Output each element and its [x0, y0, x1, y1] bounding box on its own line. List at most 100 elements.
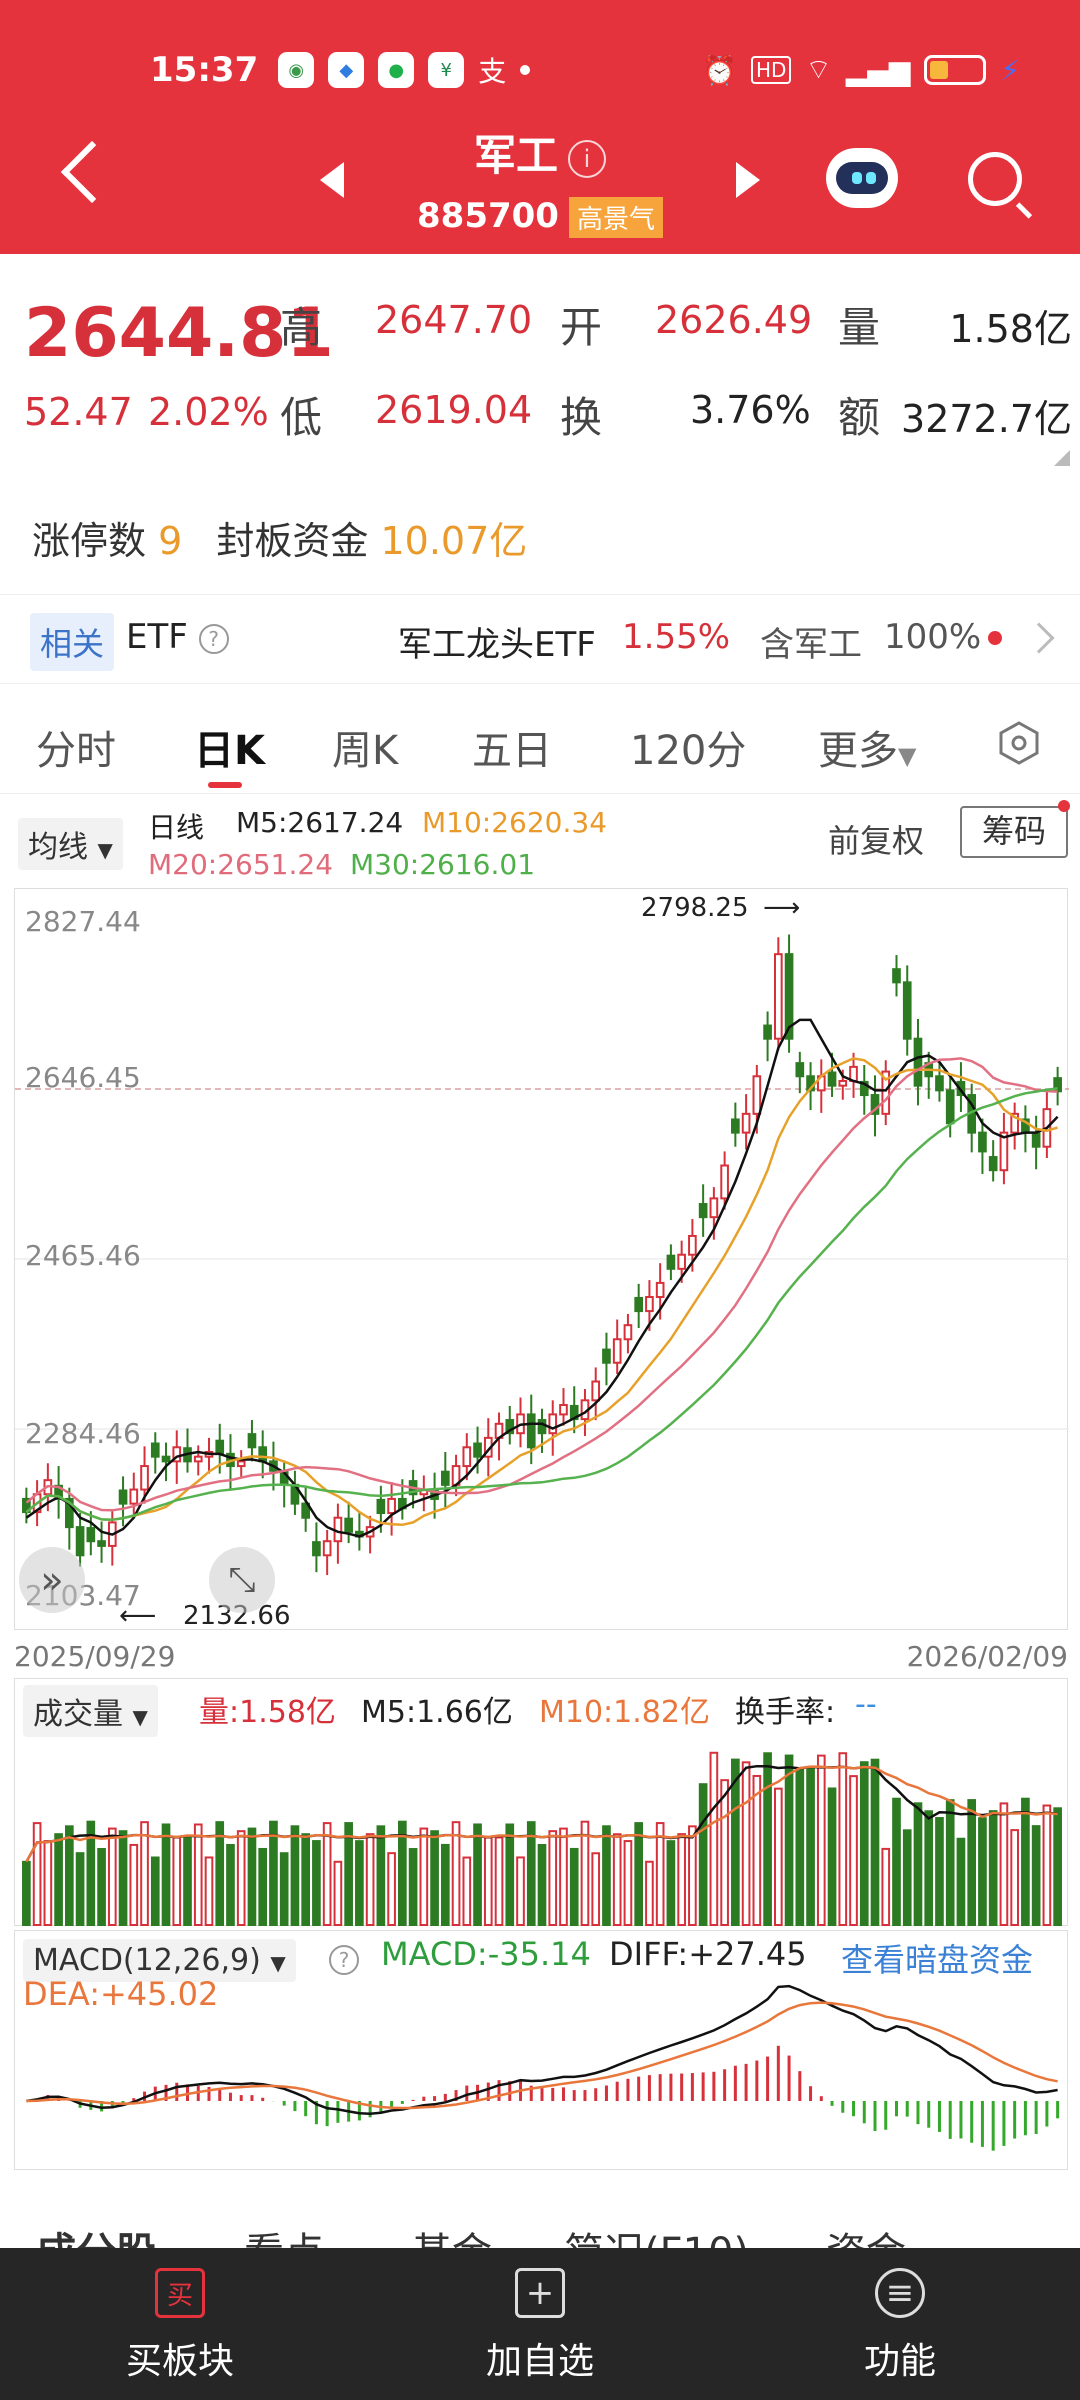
candle	[140, 1465, 149, 1491]
candle	[838, 1079, 848, 1087]
high-value: 2647.70	[375, 298, 533, 342]
candle	[634, 1296, 644, 1313]
buy-sector-button[interactable]: 买 买板块	[60, 2268, 300, 2384]
search-icon[interactable]	[968, 152, 1022, 206]
low-value: 2619.04	[375, 388, 533, 432]
question-icon[interactable]: ?	[198, 623, 229, 654]
tab-weekly-k[interactable]: 周K	[332, 728, 399, 774]
volume-bar	[75, 1852, 85, 1926]
candle	[301, 1502, 311, 1519]
price-adjust-label[interactable]: 前复权	[828, 822, 925, 860]
candle	[935, 1075, 944, 1092]
candle	[129, 1488, 139, 1505]
tab-daily-k[interactable]: 日K	[194, 728, 265, 774]
kline-chart[interactable]: 2827.44 2646.45 2465.46 2284.46 2103.47 …	[14, 888, 1069, 1631]
volume-bar	[1010, 1829, 1019, 1927]
volume-bar	[150, 1856, 160, 1926]
etf-bar[interactable]: 相关 ETF ? 军工龙头ETF 1.55% 含军工 100%	[0, 594, 1080, 684]
candle	[999, 1131, 1009, 1172]
y-tick-label: 2827.44	[25, 905, 141, 938]
volume-bar	[419, 1827, 429, 1926]
chevron-right-icon[interactable]	[1023, 622, 1055, 654]
tab-constituents[interactable]: 成分股	[36, 2220, 156, 2250]
robot-assistant-icon[interactable]	[826, 148, 898, 208]
volume-chart[interactable]: 成交量 ▼ 量:1.58亿 M5:1.66亿 M10:1.82亿 换手率: --	[14, 1678, 1068, 1927]
volume-bar	[269, 1820, 278, 1926]
candle	[172, 1446, 182, 1463]
tab-intraday[interactable]: 分时	[36, 728, 116, 774]
volume-bar	[215, 1821, 225, 1926]
add-watchlist-button[interactable]: + 加自选	[420, 2268, 660, 2384]
etf-holds-value: 100%	[884, 617, 982, 657]
info-icon[interactable]: i	[568, 139, 606, 178]
candle	[258, 1446, 268, 1463]
tab-highlights[interactable]: 看点	[244, 2220, 324, 2250]
ma-dropdown[interactable]: 均线 ▼	[18, 818, 123, 870]
volume-m10: M10:1.82亿	[539, 1695, 710, 1730]
volume-bar	[795, 1767, 805, 1927]
volume-bar	[365, 1833, 375, 1927]
cool-app-icon: ◉	[278, 52, 315, 88]
previous-sector-button[interactable]	[320, 162, 344, 198]
macd-chart[interactable]: MACD(12,26,9) ▼ ? MACD:-35.14 DIFF:+27.4…	[14, 1930, 1068, 2170]
ma30-value: M30:2616.01	[350, 848, 536, 881]
tab-more[interactable]: 更多▼	[818, 718, 916, 776]
y-tick-label: 2646.45	[25, 1061, 141, 1094]
arrow-left-icon: ⟵	[119, 1601, 157, 1631]
volume-bar	[118, 1830, 128, 1926]
candle	[602, 1348, 611, 1364]
volume-bar	[902, 1829, 912, 1927]
candle	[720, 1164, 729, 1200]
period-tabs: 分时 日K 周K 五日 120分 更多▼	[0, 700, 1080, 794]
volume-label: 量	[838, 303, 881, 352]
chevron-down-icon: ▼	[97, 838, 113, 862]
tab-funds[interactable]: 基金	[412, 2220, 492, 2250]
volume-bar	[763, 1752, 772, 1926]
volume-bar	[355, 1840, 364, 1927]
y-tick-label: 2465.46	[25, 1239, 141, 1272]
volume-bar	[569, 1847, 579, 1926]
candle	[612, 1338, 622, 1364]
fast-forward-icon[interactable]: »	[19, 1547, 85, 1613]
volume-bar	[129, 1843, 139, 1926]
candle	[161, 1455, 171, 1463]
tab-five-day[interactable]: 五日	[472, 728, 552, 774]
tab-capital[interactable]: 资金	[826, 2220, 906, 2250]
volume-bar	[440, 1843, 450, 1926]
volume-bar	[580, 1820, 590, 1926]
ma30-line	[25, 1087, 1058, 1521]
volume-dropdown[interactable]: 成交量 ▼	[23, 1685, 158, 1737]
candle	[881, 1070, 891, 1115]
candle	[784, 953, 794, 1040]
settings-hexagon-icon[interactable]	[996, 720, 1042, 766]
candle	[731, 1118, 740, 1134]
fullscreen-icon[interactable]: ⤡	[209, 1547, 275, 1613]
volume-bar	[827, 1787, 837, 1926]
diff-line	[26, 1984, 1058, 2115]
diff-value: DIFF:+27.45	[609, 1935, 807, 1973]
chips-button[interactable]: 筹码	[960, 806, 1068, 858]
candle	[978, 1131, 987, 1153]
candle	[913, 1037, 923, 1087]
expand-corner-icon[interactable]	[1054, 450, 1070, 466]
macd-dropdown[interactable]: MACD(12,26,9) ▼	[23, 1939, 296, 1982]
buy-sector-label: 买板块	[125, 2341, 234, 2382]
next-sector-button[interactable]	[736, 162, 760, 198]
volume-bar	[54, 1833, 63, 1926]
tab-profile[interactable]: 简况(F10)	[564, 2220, 749, 2250]
bottom-action-bar: 买 买板块 + 加自选 ≡ 功能	[0, 2248, 1080, 2400]
volume-bar	[462, 1856, 472, 1927]
ma-dropdown-label: 均线	[28, 830, 88, 865]
functions-button[interactable]: ≡ 功能	[780, 2268, 1020, 2384]
question-icon[interactable]: ?	[329, 1945, 359, 1975]
macd-value: MACD:-35.14	[381, 1935, 591, 1973]
quote-panel: 2644.81 52.47 2.02% 高 2647.70 开 2626.49 …	[0, 254, 1080, 474]
tab-120min[interactable]: 120分	[630, 728, 747, 774]
volume-bar	[43, 1840, 53, 1926]
volume-bar	[859, 1761, 869, 1926]
dark-pool-link[interactable]: 查看暗盘资金	[841, 1941, 1034, 1979]
volume-bar	[537, 1844, 547, 1926]
candle	[344, 1517, 353, 1533]
volume-bar	[773, 1787, 783, 1926]
red-dot-icon	[988, 631, 1002, 645]
